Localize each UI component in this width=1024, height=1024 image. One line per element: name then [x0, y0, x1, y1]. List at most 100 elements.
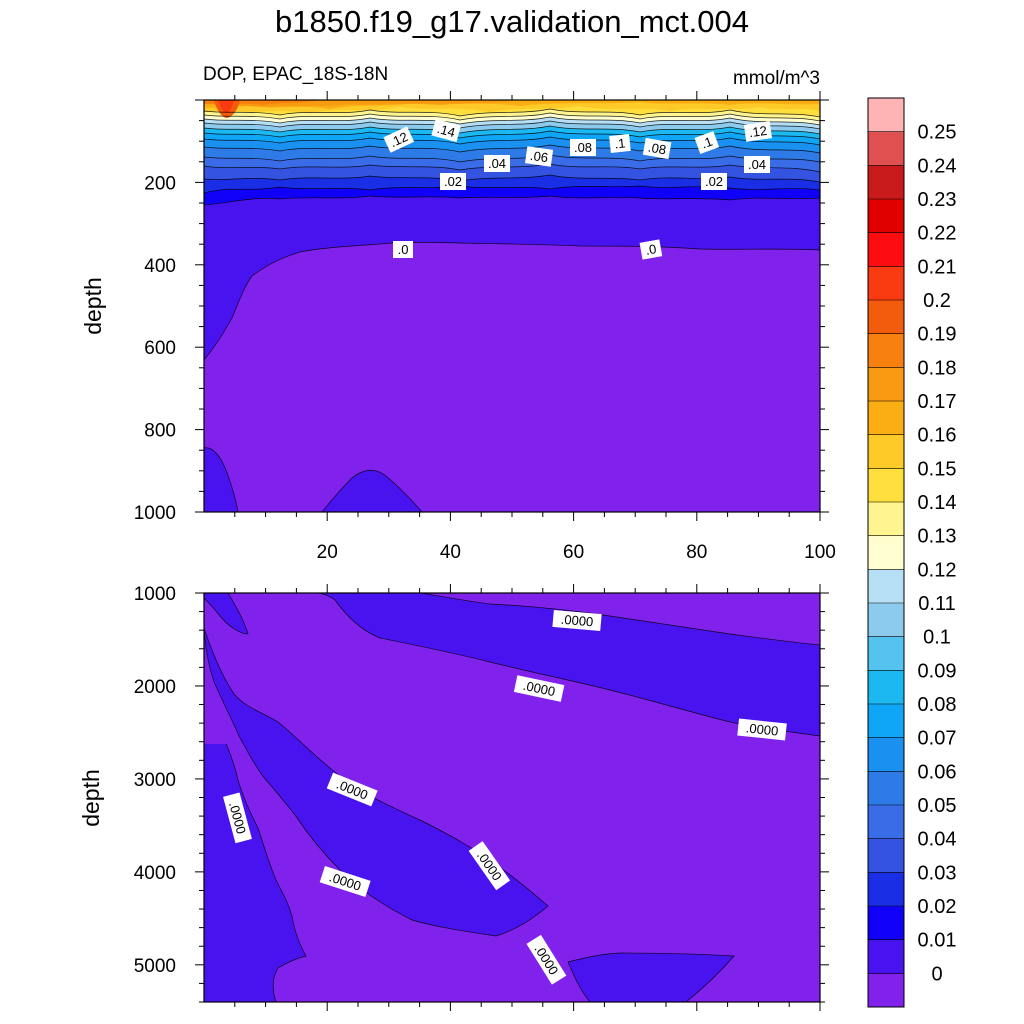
colorbar-frame: [867, 97, 905, 1008]
colorbar-swatch: [868, 266, 904, 301]
contour-label: .02: [440, 173, 466, 190]
pocket-upper-left: [204, 447, 238, 512]
contour-label-text: .0000: [522, 678, 557, 699]
contour-label-text: .12: [387, 129, 410, 150]
pocket-lower-diagonal: [204, 628, 548, 936]
y-tick-label: 400: [144, 256, 176, 277]
contour-label-text: .12: [748, 123, 768, 140]
colorbar-label: 0.11: [918, 593, 955, 615]
colorbar-label: 0.02: [918, 896, 957, 918]
colorbar-swatch: [868, 98, 904, 133]
contour-label-text: .0: [644, 241, 657, 258]
contour-label-text: .04: [488, 156, 506, 171]
colorbar-label: 0.14: [918, 492, 957, 514]
contour-label-text: .02: [705, 174, 723, 189]
colorbar-swatch: [868, 232, 904, 267]
pocket-lower-bottom: [568, 953, 734, 1002]
contour-label-text: .06: [529, 148, 549, 165]
y-tick-label: 200: [144, 173, 176, 194]
band-lower-top: [420, 593, 820, 645]
colorbar-swatch: [868, 636, 904, 671]
contour-label-text: .0000: [560, 612, 594, 630]
contour-label: .04: [744, 156, 770, 173]
colorbar-label: 0.07: [918, 728, 957, 750]
colorbar-swatch: [868, 906, 904, 941]
colorbar-label: 0.03: [918, 862, 957, 884]
lower-panel-fills: [204, 593, 820, 1002]
colorbar-label: 0.09: [918, 660, 957, 682]
upper-panel-fills: [204, 100, 820, 512]
colorbar-label: 0.19: [918, 324, 957, 346]
colorbar-label: 0.08: [918, 694, 957, 716]
colorbar-swatch: [868, 805, 904, 840]
contour-label: .08: [570, 139, 596, 156]
colorbar-label: 0.2: [923, 290, 951, 312]
colorbar-swatch: [868, 737, 904, 772]
colorbar-label: 0.12: [918, 559, 957, 581]
contour-label: .0: [639, 239, 663, 260]
upper-contour-labels: .12 .14 .04 .06 .08 .1 .08 .1 .12 .04 .0…: [383, 118, 772, 260]
colorbar-label: 0.22: [918, 223, 957, 245]
contour-label-text: .14: [435, 121, 456, 140]
y-tick-label: 1000: [134, 503, 176, 524]
y-tick-label: 1000: [134, 584, 176, 605]
colorbar-label: 0.23: [918, 189, 957, 211]
colorbar-label: 0.16: [918, 425, 957, 447]
pocket-lower-topleft: [204, 593, 248, 634]
colorbar-label: 0.15: [918, 458, 957, 480]
chart-title: b1850.f19_g17.validation_mct.004: [275, 4, 749, 39]
colorbar-swatch: [868, 367, 904, 402]
colorbar-swatch: [868, 199, 904, 234]
y-tick-label: 600: [144, 338, 176, 359]
contour-label-text: .08: [647, 140, 667, 158]
colorbar-label: 0.25: [918, 122, 957, 144]
contour-label: .04: [484, 155, 510, 172]
colorbar-swatch: [868, 165, 904, 200]
colorbar-label: 0: [931, 963, 942, 985]
contour-label-text: .04: [748, 157, 766, 172]
colorbar-label: 0.17: [918, 391, 957, 413]
upper-ylabel: depth: [80, 277, 106, 335]
colorbar-label: 0.13: [918, 526, 957, 548]
contour-label-text: .08: [574, 140, 592, 155]
contour-label: .0: [393, 241, 413, 258]
colorbar-swatch: [868, 401, 904, 436]
colorbar-swatch: [868, 502, 904, 537]
colorbar-label: 0.21: [918, 256, 957, 278]
x-tick-label: 20: [317, 542, 338, 563]
contour-label-text: .1: [614, 135, 626, 151]
contour-label: .12: [743, 121, 772, 142]
y-tick-label: 3000: [134, 770, 176, 791]
contour-label: .0000: [513, 675, 565, 702]
colorbar-label: 0.1: [923, 627, 951, 649]
y-tick-label: 4000: [134, 863, 176, 884]
colorbar-label: 0.24: [918, 155, 957, 177]
contour-label: .0000: [552, 609, 602, 632]
units-label: mmol/m^3: [732, 68, 820, 89]
colorbar-swatch: [868, 333, 904, 368]
contour-label-text: .02: [444, 174, 462, 189]
contour-label: .08: [642, 137, 672, 160]
colorbar-label: 0.04: [918, 829, 957, 851]
x-tick-label: 40: [440, 542, 461, 563]
contour-label-text: .0000: [745, 720, 779, 738]
axes-layer: 20 40 60 80 100 200 400 600 800 1000 1000 2000 3000 4…: [134, 91, 836, 1011]
contour-label: .0000: [737, 718, 787, 741]
colorbar-label: 0.06: [918, 761, 957, 783]
colorbar-swatch: [868, 535, 904, 570]
contour-label: .0000: [223, 792, 252, 844]
contour-label: .1: [609, 134, 631, 154]
colorbar-swatch: [868, 973, 904, 1008]
colorbar-swatch: [868, 704, 904, 739]
colorbar-swatch: [868, 939, 904, 974]
contour-label: .1: [694, 131, 720, 154]
x-tick-label: 100: [804, 542, 836, 563]
y-tick-label: 5000: [134, 956, 176, 977]
pocket-upper-mid: [322, 470, 422, 512]
colorbar: 0 0.01 0.02 0.03 0.04 0.05 0.06 0.07 0.08 0.09 0.1…: [867, 97, 957, 1008]
contour-label: .12: [383, 126, 415, 153]
x-tick-label: 80: [686, 542, 707, 563]
colorbar-label: 0.18: [918, 357, 957, 379]
colorbar-swatch: [868, 670, 904, 705]
